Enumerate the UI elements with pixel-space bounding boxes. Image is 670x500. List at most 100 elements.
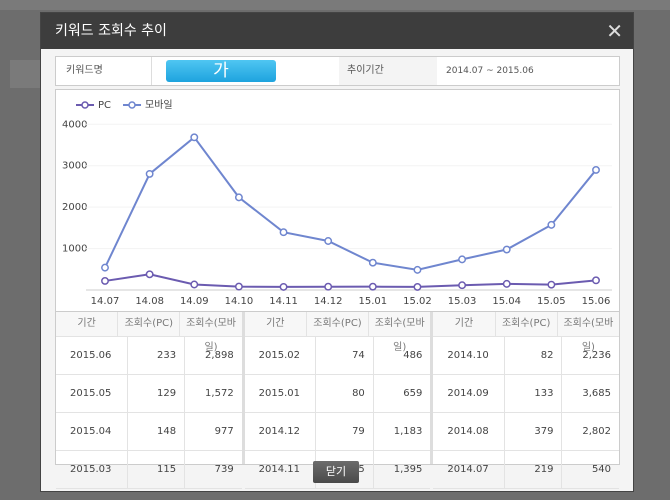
table-cell: 115	[128, 451, 186, 488]
table-cell: 233	[128, 337, 186, 374]
table-row: 2015.02 74 486	[244, 337, 431, 375]
table-cell: 2014.08	[433, 413, 505, 450]
table-cell: 129	[128, 375, 186, 412]
point	[234, 193, 243, 202]
header-row: 기간 조회수(PC) 조회수(모바일)	[56, 312, 242, 353]
x-tick-label: 15.05	[537, 296, 566, 307]
header-row: 기간 조회수(PC) 조회수(모바일)	[433, 312, 620, 353]
table-cell: 977	[214, 426, 234, 437]
point	[324, 237, 333, 245]
header-cell: 조회수(PC)	[118, 312, 181, 336]
table-cell: 148	[128, 413, 186, 450]
table-cell: 486	[403, 350, 423, 361]
keyword: 가	[166, 60, 276, 82]
point	[190, 133, 199, 142]
point	[547, 280, 556, 289]
point	[145, 169, 154, 178]
table-row: 2015.04 148 977	[56, 413, 242, 451]
header-cell: 조회수(PC)	[307, 312, 370, 336]
divider	[151, 57, 152, 85]
point	[458, 281, 467, 290]
series-line	[104, 273, 597, 288]
point	[502, 245, 511, 254]
point	[101, 276, 109, 285]
point	[413, 265, 422, 274]
header-cell: 조회수(PC)	[496, 312, 558, 336]
x-tick-label: 15.04	[492, 296, 521, 307]
x-tick-label: 15.02	[403, 296, 432, 307]
table-row: 2014.07 219 540	[433, 451, 620, 489]
table-cell: 2014.11	[245, 451, 317, 488]
table-group: 기간 조회수(PC) 조회수(모바일) 2015.02 74 486 2015.01 80 65…	[244, 312, 434, 489]
point	[502, 279, 511, 288]
point	[592, 276, 600, 285]
point	[279, 228, 288, 237]
header-cell: 기간	[56, 312, 119, 336]
table-cell: 80	[316, 375, 374, 412]
x-tick-label: 14.10	[225, 296, 254, 307]
x-tick-label: 14.12	[314, 296, 343, 307]
modal-header: 키워드 조회수 추이 ✕	[41, 13, 633, 49]
table-row: 2014.10 82 2,236	[433, 337, 620, 375]
header-cell: 조회수(모바일)	[186, 318, 236, 353]
y-tick-label: 3000	[62, 161, 87, 172]
point	[190, 280, 199, 289]
header-cell: 기간	[245, 312, 307, 336]
table-cell: 1,572	[205, 388, 234, 399]
x-tick-label: 15.01	[358, 296, 387, 307]
close-button[interactable]: ✕	[606, 19, 623, 43]
table-row: 2015.03 115 739	[56, 451, 242, 489]
point	[413, 282, 422, 291]
x-tick-label: 14.07	[91, 296, 120, 307]
legend-dot	[81, 101, 89, 109]
point	[101, 263, 109, 272]
table-cell: 379	[505, 413, 563, 450]
x-tick-label: 14.09	[180, 296, 209, 307]
table-cell: 1,395	[393, 464, 423, 475]
chart: 1000 2000 3000 4000 14.07 14.08 14.09 14.10 14.1…	[62, 99, 612, 307]
table-cell: 2,236	[582, 350, 612, 361]
table-cell: 2,898	[205, 350, 234, 361]
table-cell: 219	[505, 451, 563, 488]
table-cell: 74	[316, 337, 374, 374]
table-row: 2014.12 79 1,183	[244, 413, 431, 451]
y-tick-label: 4000	[62, 119, 87, 130]
table-cell: 659	[403, 388, 423, 399]
table-cell: 2015.02	[245, 337, 317, 374]
table: 기간 조회수(PC) 조회수(모바일) 2015.06 233 2,898 2015.05 1…	[55, 311, 620, 489]
header-cell: 기간	[433, 312, 496, 336]
series-line	[104, 135, 597, 271]
table-row: 2015.06 233 2,898	[56, 337, 242, 375]
keyword-label: 키워드명	[66, 65, 103, 76]
point	[279, 282, 288, 291]
modal: 키워드 조회수 추이 ✕ 키워드명 가 추이기간 2014.07 ~ 2015.…	[40, 12, 634, 492]
point	[324, 282, 333, 291]
header-cell: 조회수(모바일)	[374, 318, 425, 353]
table-cell: 2015.05	[56, 375, 128, 412]
info-row: 키워드명 가 추이기간 2014.07 ~ 2015.06	[55, 56, 620, 86]
x-tick-label: 14.08	[135, 296, 164, 307]
y-tick-label: 1000	[62, 244, 87, 255]
period-label: 추이기간	[339, 57, 437, 85]
backdrop-tab	[10, 60, 40, 88]
table-cell: 2015.04	[56, 413, 128, 450]
table-group: 기간 조회수(PC) 조회수(모바일) 2014.10 82 2,236 2014.09 13…	[433, 312, 620, 489]
legend-label: 모바일	[145, 99, 173, 111]
table-row: 2015.01 80 659	[244, 375, 431, 413]
table-cell: 2015.01	[245, 375, 317, 412]
header-row: 기간 조회수(PC) 조회수(모바일)	[244, 312, 431, 353]
table-cell: 82	[505, 337, 563, 374]
point	[547, 220, 556, 229]
backdrop-bar	[0, 0, 670, 10]
x-tick-label: 15.06	[582, 296, 611, 307]
legend-label: PC	[98, 100, 111, 111]
table-cell: 2014.12	[245, 413, 317, 450]
table-cell: 2015.06	[56, 337, 128, 374]
close-btn[interactable]: 닫기	[313, 461, 359, 483]
table-row: 2014.08 379 2,802	[433, 413, 620, 451]
x-tick-label: 14.11	[269, 296, 298, 307]
table-cell: 2014.09	[433, 375, 505, 412]
y-tick-label: 2000	[62, 202, 87, 213]
table-cell: 1,183	[393, 426, 423, 437]
